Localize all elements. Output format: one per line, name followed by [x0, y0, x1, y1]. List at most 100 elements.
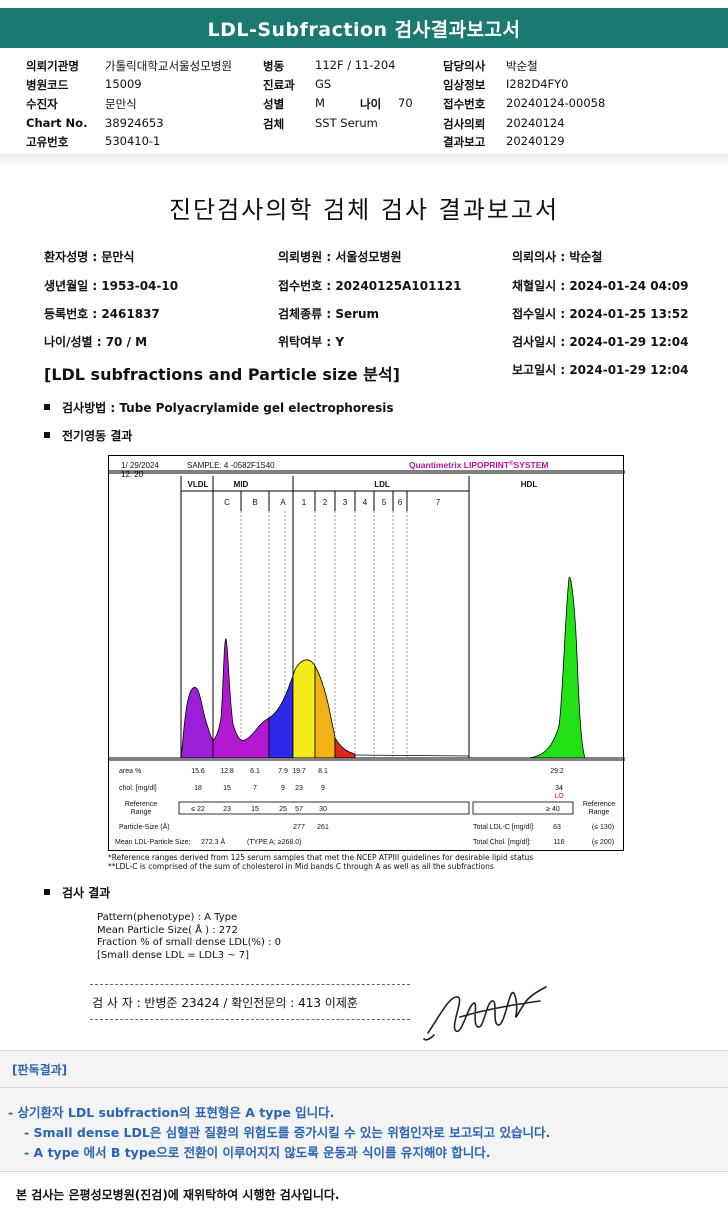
patient-name: 환자성명 : 문만식 — [44, 250, 135, 264]
result-block: Pattern(phenotype) : A Type Mean Particl… — [97, 912, 281, 962]
test-time: 검사일시 : 2024-01-29 12:04 — [512, 335, 689, 349]
header-value: 20240124-00058 — [506, 96, 606, 110]
area-value: 6.1 — [250, 768, 260, 775]
footnote-1: *Reference ranges derived from 125 serum… — [108, 853, 534, 862]
hdl-area-value: 29.2 — [550, 768, 564, 775]
method-item: 검사방법 : Tube Polyacrylamide gel electroph… — [44, 399, 394, 416]
total-ldl-value: 63 — [553, 824, 561, 831]
requesting-hospital: 의뢰병원 : 서울성모병원 — [278, 250, 402, 264]
header-value: 가톨릭대학교서울성모병원 — [105, 59, 232, 73]
header-label: 의뢰기관명 — [26, 59, 79, 73]
requesting-doctor: 의뢰의사 : 박순철 — [512, 250, 603, 264]
report-time: 보고일시 : 2024-01-29 12:04 — [512, 363, 689, 377]
row-label-chol: chol. [mg/dl] — [119, 785, 157, 792]
chart-sample: SAMPLE: 4 -0582F1S40 — [187, 461, 275, 470]
type-note: (TYPE A; ≥268.0) — [247, 839, 301, 846]
band-group-label: HDL — [521, 480, 538, 489]
total-ldl-label: Total LDL-C [mg/dl]: — [473, 824, 535, 831]
header-value: 112F / 11-204 — [315, 58, 396, 72]
judgment-body: - 상기환자 LDL subfraction의 표현형은 A type 입니다.… — [0, 1088, 728, 1172]
ldl2-peak — [314, 664, 336, 759]
result-item: 검사 결과 — [44, 884, 110, 901]
chol-value: 7 — [253, 785, 257, 792]
bullet-square-icon — [44, 404, 50, 410]
band-label: 5 — [382, 498, 387, 507]
chol-value: 23 — [295, 785, 303, 792]
hdl-reference-value: ≥ 40 — [546, 806, 560, 813]
analysis-section-title: [LDL subfractions and Particle size 분석] — [44, 365, 400, 384]
band-label: C — [224, 498, 230, 507]
chol-value: 9 — [321, 785, 325, 792]
header-label: 검체 — [263, 117, 285, 131]
band-group-label: LDL — [374, 480, 390, 489]
band-group-label: MID — [234, 480, 249, 489]
mid-peak — [212, 638, 270, 759]
age-label: 나이 — [360, 97, 382, 111]
particle-size-value: 277 — [293, 824, 305, 831]
header-label: 수진자 — [26, 97, 58, 111]
band-label: 6 — [398, 498, 403, 507]
judgment-title: [판독결과] — [0, 1050, 728, 1088]
range-side-label: Range — [589, 809, 610, 816]
header-value: 15009 — [105, 77, 142, 91]
hdl-flag: LO — [554, 793, 564, 800]
header-label: 접수번호 — [443, 97, 486, 111]
electrophoresis-title: 전기영동 결과 — [62, 429, 133, 443]
row-label-area: area % — [119, 768, 141, 775]
result-title: 검사 결과 — [62, 886, 111, 900]
area-value: 19.7 — [292, 768, 306, 775]
header-label: 병동 — [263, 59, 285, 73]
reference-value: 15 — [251, 806, 259, 813]
system-brand: Quantimetrix LIPOPRINT®SYSTEM — [409, 460, 549, 470]
bullet-square-icon — [44, 889, 50, 895]
band-label: 2 — [323, 498, 328, 507]
header-value: I282D4FY0 — [506, 77, 569, 91]
reference-value: 23 — [223, 806, 231, 813]
chart-time: 12: 20 — [121, 470, 144, 479]
area-value: 7.9 — [278, 768, 288, 775]
report-title-banner: LDL-Subfraction 검사결과보고서 — [0, 8, 728, 48]
header-label: 고유번호 — [26, 135, 69, 149]
judgment-line: - A type 에서 B type으로 전환이 이루어지지 않도록 운동과 식… — [24, 1145, 491, 1160]
header-value: 38924653 — [105, 116, 164, 130]
result-line: [Small dense LDL = LDL3 ~ 7] — [97, 949, 250, 961]
hdl-chol-value: 34 — [555, 785, 563, 792]
header-label: 병원코드 — [26, 78, 69, 92]
header-label: 성별 — [263, 97, 285, 111]
header-label: 검사의뢰 — [443, 117, 486, 131]
header-value: SST Serum — [315, 116, 378, 130]
electrophoresis-item: 전기영동 결과 — [44, 427, 132, 444]
age-sex: 나이/성별 : 70 / M — [44, 335, 148, 349]
report-main-title: 진단검사의학 검체 검사 결과보고서 — [168, 196, 560, 224]
vldl-peak — [180, 687, 214, 759]
consignment: 위탁여부 : Y — [278, 335, 345, 349]
judgment-line: - 상기환자 LDL subfraction의 표현형은 A type 입니다. — [8, 1105, 335, 1120]
band-label: 7 — [436, 498, 441, 507]
row-label-particle-size: Particle-Size (Å) — [119, 822, 170, 831]
header-value: GS — [315, 77, 332, 91]
band-label: 1 — [302, 498, 307, 507]
result-line: Fraction % of small dense LDL(%) : 0 — [97, 937, 282, 948]
total-chol-ref: (≤ 200) — [592, 839, 614, 846]
consignment-note: 본 검사는 은평성모병원(진검)에 재위탁하여 시행한 검사입니다. — [16, 1188, 340, 1202]
ldl-baseline — [354, 754, 470, 757]
result-line: Mean Particle Size( Å ) : 272 — [97, 924, 238, 936]
reference-value: 30 — [319, 806, 327, 813]
band-label: A — [280, 498, 286, 507]
band-label: 3 — [343, 498, 348, 507]
signature-line: 검 사 자 : 반병준 23424 / 확인전문의 : 413 이제훈 — [90, 984, 410, 1020]
specimen-type: 검체종류 : Serum — [278, 307, 380, 321]
header-label: 담당의사 — [443, 59, 486, 73]
row-label-reference: Reference — [125, 801, 157, 808]
row-label-mean-size: Mean LDL-Particle Size: — [115, 839, 191, 846]
birth-date: 생년월일 : 1953-04-10 — [44, 279, 179, 293]
section-divider — [0, 154, 728, 168]
reference-value: 25 — [279, 806, 287, 813]
lipoprint-chart: 1/ 29/2024 12: 20 SAMPLE: 4 -0582F1S40 Q… — [108, 455, 625, 851]
lipoprint-plot: 1/ 29/2024 12: 20 SAMPLE: 4 -0582F1S40 Q… — [109, 460, 625, 846]
registration-number: 등록번호 : 2461837 — [44, 307, 160, 321]
hdl-reference-box — [472, 801, 574, 815]
judgment-line: - Small dense LDL은 심혈관 질환의 위험도를 증가시킬 수 있… — [24, 1125, 551, 1140]
age-value: 70 — [398, 96, 413, 110]
collection-time: 채혈일시 : 2024-01-24 04:09 — [512, 279, 689, 293]
